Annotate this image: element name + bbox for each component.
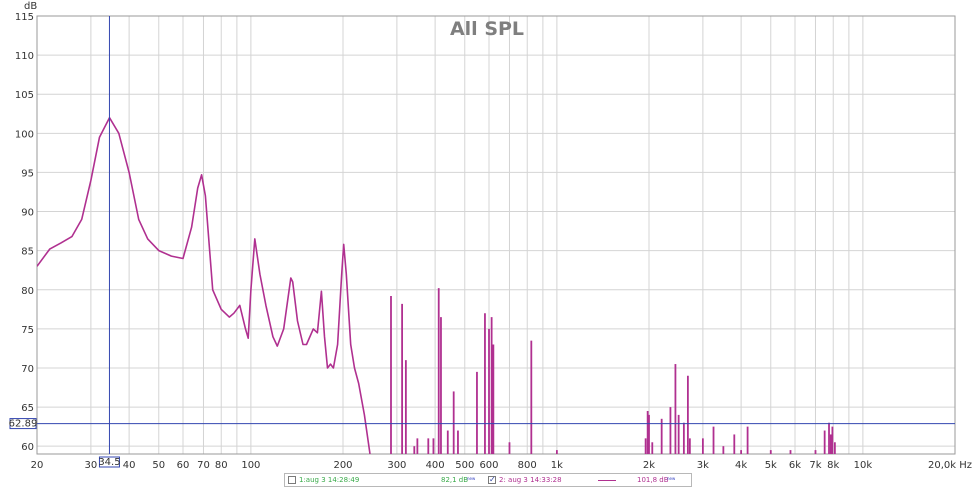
- x-tick-label: 2k: [643, 460, 655, 471]
- legend-item2-swatch: [598, 480, 616, 481]
- legend-item1-sup: new: [467, 476, 476, 481]
- x-tick-label: 10k: [854, 460, 873, 471]
- series2-checkbox[interactable]: [488, 474, 496, 486]
- x-tick-label: 50: [152, 460, 165, 471]
- cursor-x-box: [98, 456, 120, 468]
- legend-item2-sup: new: [667, 476, 676, 481]
- y-axis: 60 65 70 75 80 85 90 95 100 105 110 115: [15, 12, 34, 453]
- cursor-y-label: 62.89: [9, 419, 38, 430]
- x-axis: 20 30 40 50 60 70 80 100 200 300 400 500 600 800 1k 2k 3…: [31, 460, 972, 471]
- x-tick-label: 70: [197, 460, 210, 471]
- grid: [37, 15, 955, 454]
- series1-checkbox[interactable]: [288, 476, 296, 484]
- y-tick-label: 105: [15, 90, 34, 101]
- x-tick-label: 3k: [697, 460, 709, 471]
- legend-item2-label: 2: aug 3 14:33:28: [499, 476, 562, 484]
- legend-item1-value: 82,1 dB: [441, 476, 469, 484]
- y-tick-label: 90: [21, 208, 34, 219]
- x-tick-label: 6k: [789, 460, 801, 471]
- y-tick-label: 80: [21, 286, 34, 297]
- x-tick-label: 30: [85, 460, 98, 471]
- legend-item1-label: 1:aug 3 14:28:49: [299, 476, 360, 484]
- cursor-x-label: 34.5: [98, 457, 120, 468]
- chart-title: All SPL: [450, 18, 524, 40]
- x-tick-label: 7k: [809, 460, 821, 471]
- y-tick-label: 70: [21, 364, 34, 375]
- cursor-y-box: [9, 418, 37, 430]
- x-tick-label: 8k: [827, 460, 839, 471]
- x-tick-label: 1k: [551, 460, 563, 471]
- x-tick-label: 200: [333, 460, 352, 471]
- y-tick-label: 75: [21, 325, 34, 336]
- x-tick-label: 4k: [735, 460, 747, 471]
- y-tick-label: 115: [15, 12, 34, 23]
- x-tick-label: 500: [455, 460, 474, 471]
- x-tick-label: 5k: [765, 460, 777, 471]
- x-tick-label: 80: [215, 460, 228, 471]
- legend: 1:aug 3 14:28:49 82,1 dB new 2: aug 3 14…: [284, 473, 692, 487]
- series-line: [37, 116, 371, 454]
- x-tick-label: 400: [426, 460, 445, 471]
- y-axis-label: dB: [24, 1, 37, 12]
- x-tick-label: 60: [177, 460, 190, 471]
- y-tick-label: 65: [21, 403, 34, 414]
- x-tick-label: 300: [387, 460, 406, 471]
- plot-border: [36, 15, 956, 455]
- series-layer: [37, 116, 836, 454]
- y-tick-label: 85: [21, 247, 34, 258]
- x-tick-label: 800: [518, 460, 537, 471]
- y-tick-label: 60: [21, 442, 34, 453]
- x-tick-label: 20,0k Hz: [928, 460, 972, 471]
- y-tick-label: 110: [15, 51, 34, 62]
- x-tick-label: 20: [31, 460, 44, 471]
- y-tick-label: 95: [21, 168, 34, 179]
- y-tick-label: 100: [15, 129, 34, 140]
- cursor[interactable]: 34.5 62.89: [9, 16, 955, 468]
- x-tick-label: 600: [479, 460, 498, 471]
- legend-item2-value: 101,8 dB: [637, 476, 669, 484]
- x-tick-label: 40: [123, 460, 136, 471]
- x-tick-label: 100: [241, 460, 260, 471]
